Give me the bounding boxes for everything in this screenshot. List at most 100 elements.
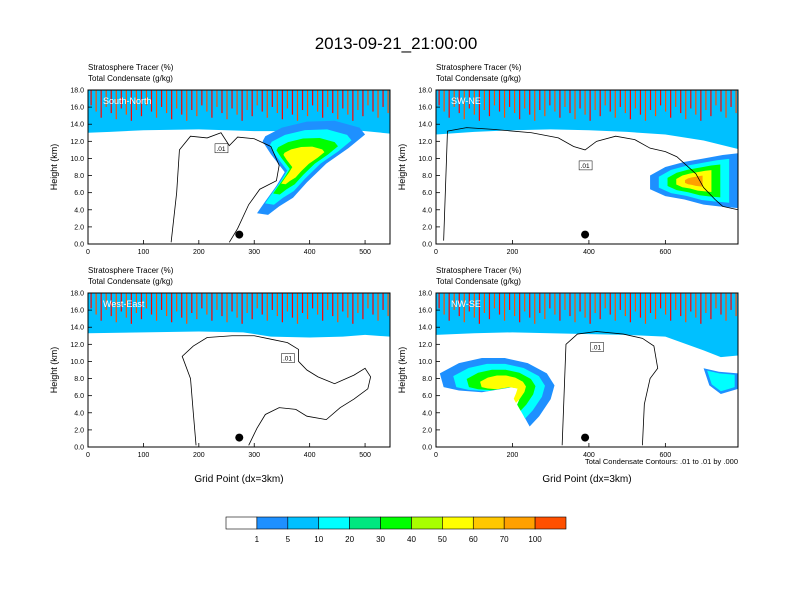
condensate-contour	[561, 331, 659, 446]
tracer-streak	[342, 90, 344, 109]
tracer-streak	[276, 90, 278, 114]
tracer-streak	[705, 90, 707, 111]
x-tick-label: 400	[583, 452, 595, 459]
tracer-streak	[644, 90, 647, 121]
colorbar-label: 10	[314, 535, 323, 544]
y-axis-label: Height (km)	[49, 347, 59, 394]
tracer-streak	[186, 293, 188, 324]
panel-frame	[87, 89, 391, 245]
tracer-streak	[236, 90, 238, 115]
tracer-streak	[519, 293, 521, 323]
tracer-streak	[342, 293, 344, 312]
tracer-streak	[301, 293, 304, 314]
colorbar-box	[411, 516, 443, 530]
plume-layer	[281, 146, 325, 185]
x-tick-label: 0	[434, 452, 438, 459]
colorbar-label: 20	[345, 535, 354, 544]
tracer-streak	[438, 90, 440, 106]
tracer-streak	[150, 293, 153, 315]
location-marker	[235, 230, 244, 239]
y-tick-label: 10.0	[418, 359, 432, 366]
y-tick-label: 12.0	[418, 342, 432, 349]
tracer-streak	[201, 293, 203, 309]
tracer-streak	[670, 90, 672, 118]
tracer-streak	[150, 90, 153, 112]
x-tick-label: 300	[248, 452, 260, 459]
colorbar-label: 60	[469, 535, 478, 544]
tracer-streak	[554, 90, 556, 112]
tracer-streak	[534, 293, 536, 324]
tracer-streak	[629, 293, 631, 323]
tracer-streak	[110, 293, 112, 317]
tracer-streak	[690, 293, 692, 312]
panel-title: West-East	[103, 299, 145, 309]
tracer-streak	[296, 293, 299, 324]
y-tick-label: 8.0	[422, 376, 432, 383]
tracer-streak	[458, 90, 460, 114]
tracer-streak	[544, 293, 546, 320]
tracer-streak	[130, 90, 132, 121]
location-marker	[235, 433, 244, 442]
tracer-streak	[387, 293, 389, 317]
y-tick-label: 6.0	[422, 190, 432, 197]
y-tick-label: 4.0	[74, 207, 84, 214]
y-tick-label: 10.0	[70, 359, 84, 366]
tracer-streak	[181, 293, 183, 318]
tracer-streak	[725, 90, 727, 118]
colorbar-box	[349, 516, 381, 530]
tracer-streak	[478, 293, 480, 324]
tracer-streak	[695, 90, 697, 115]
tracer-streak	[266, 293, 268, 321]
tracer-streak	[514, 90, 516, 114]
tracer-streak	[166, 293, 168, 317]
x-tick-label: 200	[507, 452, 519, 459]
y-tick-label: 0.0	[422, 445, 432, 452]
y-tick-label: 8.0	[74, 376, 84, 383]
tracer-streak	[529, 90, 531, 115]
colorbar-box	[380, 516, 412, 530]
panel-4: .01 0.0 2.0 4.0 6.0 8.0 10.0 12.0 14.0 16.0 18.0 0 2…	[397, 266, 739, 485]
tracer-streak	[211, 293, 213, 321]
tracer-streak	[549, 90, 551, 106]
tracer-streak	[690, 90, 692, 109]
tracer-streak	[665, 293, 667, 315]
tracer-streak	[387, 90, 389, 114]
y-tick-label: 14.0	[418, 325, 432, 332]
tracer-streak	[488, 90, 491, 117]
tracer-streak	[564, 90, 566, 107]
panel-label-tracer: Stratosphere Tracer (%)	[88, 266, 174, 275]
tracer-streak	[448, 293, 450, 321]
tracer-streak	[301, 90, 304, 111]
tracer-streak	[574, 293, 576, 323]
tracer-streak	[659, 293, 662, 309]
tracer-streak	[352, 90, 354, 121]
tracer-streak	[311, 90, 314, 106]
tracer-streak	[160, 293, 163, 310]
tracer-streak	[659, 90, 662, 106]
x-axis-label: Grid Point (dx=3km)	[542, 474, 631, 485]
y-tick-label: 16.0	[418, 308, 432, 315]
x-tick-label: 0	[86, 452, 90, 459]
colorbar-box	[472, 516, 505, 530]
panel-plot-area: .01	[88, 90, 390, 243]
tracer-streak	[286, 293, 289, 312]
panel-label-tracer: Stratosphere Tracer (%)	[436, 266, 522, 275]
x-tick-label: 600	[660, 452, 672, 459]
tracer-streak	[730, 293, 732, 310]
y-tick-label: 16.0	[418, 105, 432, 112]
tracer-streak	[352, 293, 354, 324]
y-tick-label: 2.0	[74, 224, 84, 231]
colorbar-box	[287, 516, 320, 530]
tracer-streak	[670, 293, 672, 321]
tracer-streak	[473, 293, 475, 318]
tracer-streak	[246, 293, 248, 314]
tracer-streak	[483, 90, 486, 111]
tracer-streak	[720, 90, 722, 112]
x-tick-label: 400	[304, 452, 316, 459]
panel-frame	[435, 292, 739, 448]
tracer-streak	[514, 293, 516, 317]
tracer-streak	[443, 293, 445, 315]
colorbar-box	[534, 516, 567, 530]
x-tick-label: 400	[304, 249, 316, 256]
contour-label: .01	[283, 356, 292, 363]
